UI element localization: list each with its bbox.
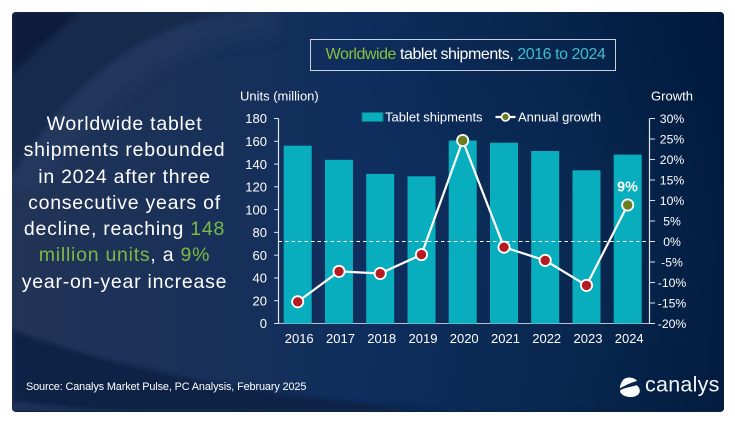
svg-text:140: 140 xyxy=(245,157,267,172)
svg-text:2019: 2019 xyxy=(409,331,438,346)
svg-text:2020: 2020 xyxy=(450,331,479,346)
svg-text:180: 180 xyxy=(245,111,267,126)
svg-text:0: 0 xyxy=(260,316,267,331)
svg-text:0%: 0% xyxy=(663,235,681,249)
svg-text:2024: 2024 xyxy=(615,331,644,346)
svg-text:5%: 5% xyxy=(663,215,681,229)
svg-text:100: 100 xyxy=(245,202,267,217)
svg-text:20: 20 xyxy=(253,293,267,308)
svg-text:-15%: -15% xyxy=(658,297,687,311)
svg-text:10%: 10% xyxy=(660,194,685,208)
svg-text:Units (million): Units (million) xyxy=(240,89,319,104)
svg-text:-10%: -10% xyxy=(658,276,687,290)
svg-text:40: 40 xyxy=(253,271,267,286)
svg-text:2021: 2021 xyxy=(491,331,520,346)
svg-text:Tablet shipments: Tablet shipments xyxy=(385,110,483,125)
svg-text:120: 120 xyxy=(245,180,267,195)
svg-text:2022: 2022 xyxy=(532,331,561,346)
svg-text:160: 160 xyxy=(245,134,267,149)
svg-text:30%: 30% xyxy=(660,112,685,126)
svg-text:2018: 2018 xyxy=(367,331,396,346)
svg-text:15%: 15% xyxy=(660,174,685,188)
svg-text:60: 60 xyxy=(253,248,267,263)
svg-text:-5%: -5% xyxy=(661,256,683,270)
svg-text:-20%: -20% xyxy=(658,317,687,331)
svg-text:9%: 9% xyxy=(617,180,638,196)
svg-text:Annual growth: Annual growth xyxy=(518,110,601,125)
svg-text:2017: 2017 xyxy=(326,331,355,346)
svg-text:80: 80 xyxy=(253,225,267,240)
svg-text:canalys: canalys xyxy=(645,373,720,397)
svg-text:2023: 2023 xyxy=(574,331,603,346)
svg-text:Growth: Growth xyxy=(651,89,693,104)
svg-text:2016: 2016 xyxy=(285,331,314,346)
svg-text:20%: 20% xyxy=(660,153,685,167)
svg-text:25%: 25% xyxy=(660,133,685,147)
